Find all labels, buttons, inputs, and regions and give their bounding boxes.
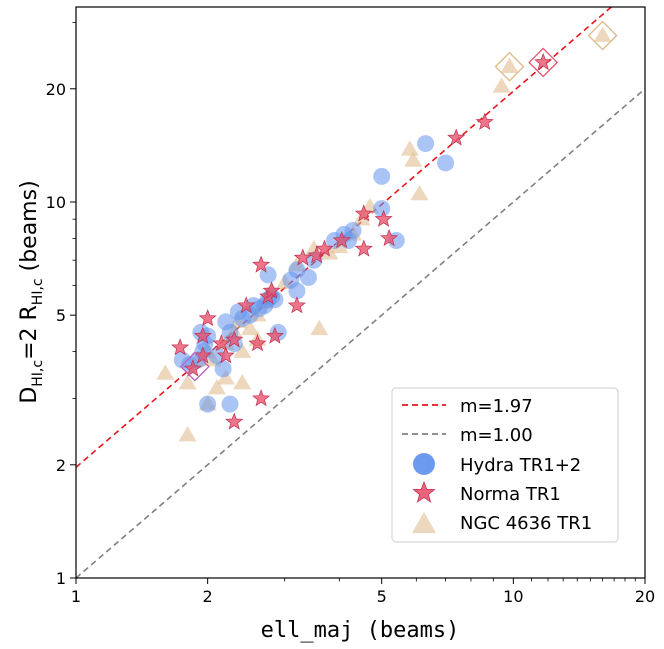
norma-point — [225, 330, 244, 348]
highlight-diamond — [528, 47, 559, 78]
norma-point — [265, 326, 284, 344]
norma-point — [475, 112, 494, 130]
hydra-point — [373, 167, 391, 185]
highlight-markers — [179, 20, 618, 382]
hydra-point — [214, 360, 232, 378]
x-tick-label: 10 — [503, 587, 523, 606]
legend-marker-hydra — [413, 453, 435, 475]
y-tick-label: 5 — [56, 306, 66, 325]
ngc4636-point — [207, 379, 226, 395]
ngc4636-point — [492, 77, 511, 93]
norma-point — [374, 209, 393, 227]
hydra-point — [417, 135, 435, 153]
hydra-point — [373, 200, 391, 218]
norma-point — [252, 389, 271, 407]
norma-point — [225, 412, 244, 430]
norma-point — [183, 359, 202, 377]
norma-point — [380, 228, 399, 247]
y-tick-label: 1 — [56, 569, 66, 588]
legend-marker-norma — [412, 480, 436, 503]
hydra-point — [299, 268, 317, 286]
y-tick-label: 2 — [56, 456, 66, 475]
norma-point — [216, 346, 235, 364]
norma-point — [248, 334, 267, 352]
y-axis-label: DHI,c=2 RHI,c (beams) — [17, 180, 46, 403]
norma-point — [237, 296, 256, 314]
norma-point — [315, 239, 334, 257]
norma-point — [171, 338, 190, 356]
ngc4636-point — [233, 374, 252, 390]
legend-label-m197: m=1.97 — [460, 396, 533, 417]
axis-ticks: 1 2 5 10 20 1 2 5 10 20 — [46, 22, 655, 606]
norma-point — [354, 204, 373, 222]
ngc4636-point — [410, 185, 429, 201]
ngc4636-point — [241, 319, 260, 336]
norma-point — [447, 128, 466, 146]
highlight-diamond — [494, 51, 525, 82]
x-tick-label: 20 — [635, 587, 655, 606]
ngc4636-point — [178, 426, 197, 442]
norma-point — [193, 326, 212, 344]
hydra-point — [221, 395, 239, 413]
hydra-point — [344, 221, 362, 239]
norma-point — [293, 248, 312, 266]
x-axis-label: ell_maj (beams) — [261, 618, 460, 643]
norma-point — [262, 281, 281, 299]
norma-point — [287, 296, 306, 314]
ngc4636-point — [320, 244, 339, 260]
x-tick-label: 5 — [377, 587, 387, 606]
legend-label-ngc4636: NGC 4636 TR1 — [460, 513, 592, 534]
norma-point — [332, 231, 351, 249]
legend-label-hydra: Hydra TR1+2 — [460, 455, 581, 476]
data-points — [156, 26, 612, 442]
highlight-diamond — [179, 351, 210, 382]
highlight-diamond — [587, 20, 618, 51]
hydra-point — [288, 282, 306, 300]
x-tick-label: 1 — [71, 587, 81, 606]
ngc4636-point — [156, 364, 175, 380]
y-tick-label: 10 — [46, 193, 66, 212]
ngc4636-point — [593, 26, 612, 42]
legend-box — [391, 387, 619, 543]
norma-point — [354, 239, 373, 257]
legend-label-m100: m=1.00 — [460, 425, 533, 446]
norma-point — [193, 346, 212, 364]
line-m100 — [76, 88, 645, 578]
ngc4636-point — [178, 374, 197, 390]
y-tick-label: 20 — [46, 80, 66, 99]
x-tick-label: 2 — [203, 587, 213, 606]
plot-frame — [75, 6, 646, 579]
ngc4636-point — [404, 151, 423, 167]
ngc4636-point — [400, 140, 419, 156]
norma-point — [198, 309, 217, 327]
norma-point — [534, 52, 553, 71]
norma-point — [212, 334, 231, 352]
norma-point — [252, 255, 271, 273]
ngc4636-point — [233, 342, 252, 358]
ngc4636-point — [500, 57, 519, 73]
legend-label-norma: Norma TR1 — [460, 484, 561, 505]
legend-marker-ngc4636 — [412, 512, 436, 533]
ngc4636-point — [310, 319, 329, 336]
legend: m=1.97 m=1.00 Hydra TR1+2 Norma TR1 NGC … — [391, 387, 619, 543]
hydra-point — [437, 154, 455, 172]
hydra-point — [199, 395, 217, 413]
